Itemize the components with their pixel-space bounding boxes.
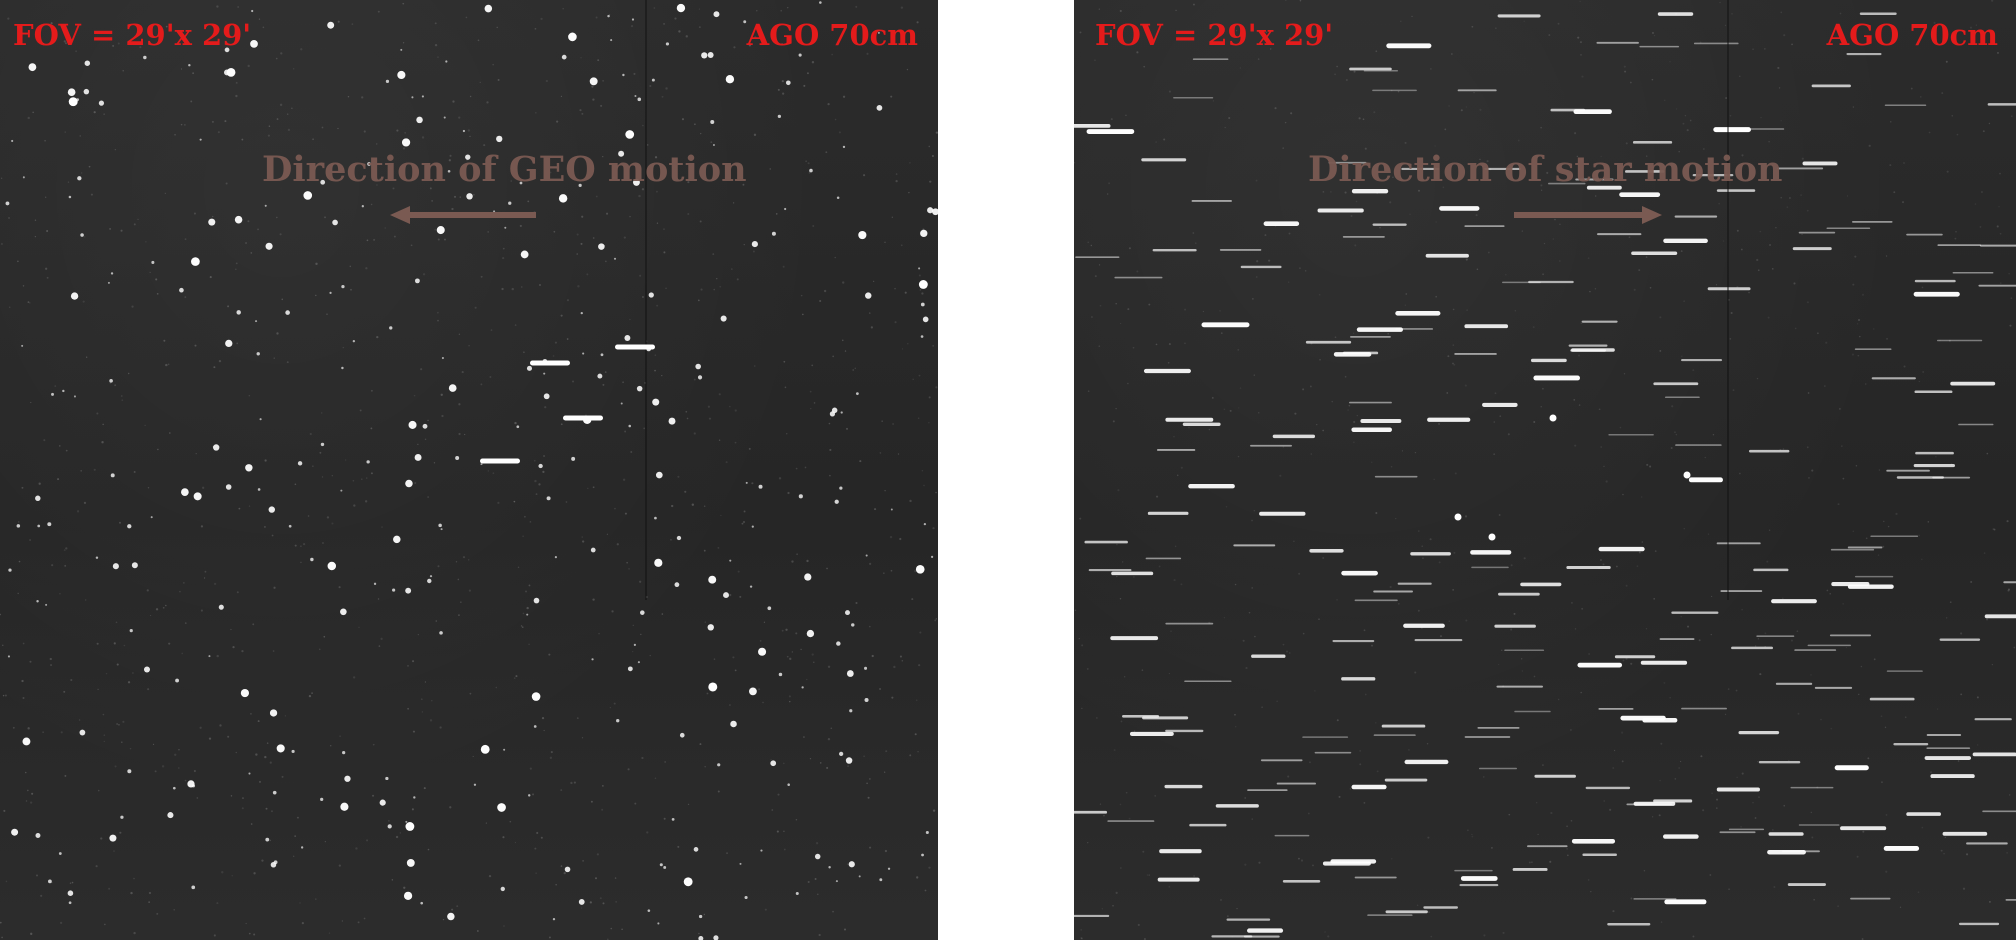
right-arrow-icon: [1514, 206, 1662, 224]
direction-label: Direction of star motion: [1308, 149, 1783, 190]
right-sky-image: FOV = 29'x 29' AGO 70cm Direction of sta…: [1074, 0, 2016, 940]
star-field-trails: [1074, 0, 2016, 940]
star-field-points: [0, 0, 938, 940]
left-arrow-icon: [390, 206, 536, 224]
fov-label: FOV = 29'x 29': [13, 18, 252, 52]
telescope-label: AGO 70cm: [746, 18, 918, 52]
fov-label: FOV = 29'x 29': [1095, 18, 1334, 52]
telescope-label: AGO 70cm: [1826, 18, 1998, 52]
left-sky-image: FOV = 29'x 29' AGO 70cm Direction of GEO…: [0, 0, 938, 940]
direction-label: Direction of GEO motion: [262, 149, 747, 190]
